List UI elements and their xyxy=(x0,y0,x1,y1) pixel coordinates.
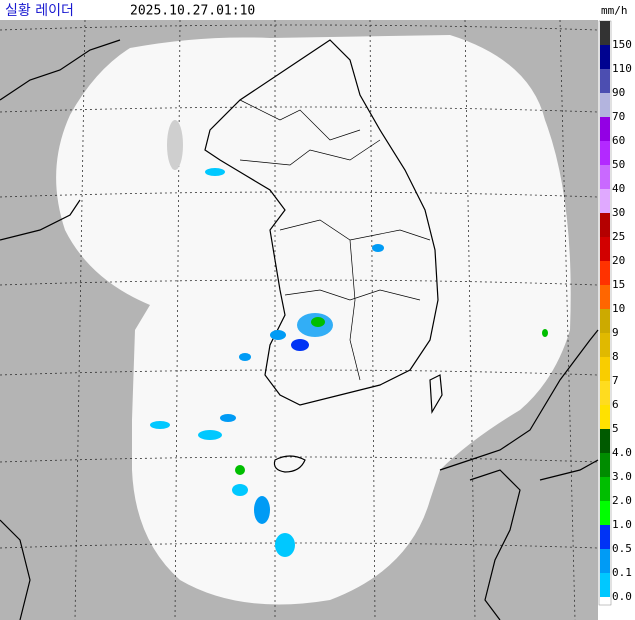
legend-swatch xyxy=(600,45,610,69)
legend: 150 110 90 70 60 50 40 30 25 20 15 10 9 8 7 6 5 4.0 3.0 2.0… xyxy=(598,20,632,606)
legend-label: 0.0 xyxy=(612,590,632,603)
legend-swatch xyxy=(600,549,610,573)
legend-swatch xyxy=(600,501,610,525)
legend-swatch xyxy=(600,477,610,501)
legend-swatch xyxy=(600,165,610,189)
legend-swatch xyxy=(600,333,610,357)
legend-label: 150 xyxy=(612,38,632,51)
timestamp: 2025.10.27.01:10 xyxy=(130,4,255,19)
map xyxy=(0,19,599,620)
legend-swatch xyxy=(600,405,610,429)
legend-swatch xyxy=(600,285,610,309)
legend-label: 20 xyxy=(612,254,625,267)
legend-swatch xyxy=(600,117,610,141)
borders xyxy=(239,99,431,381)
coastline xyxy=(0,39,599,620)
legend-swatch xyxy=(600,381,610,405)
legend-label: 8 xyxy=(612,350,619,363)
legend-label: 60 xyxy=(612,134,625,147)
legend-label: 0.1 xyxy=(612,566,632,579)
legend-swatch xyxy=(600,309,610,333)
legend-label: 90 xyxy=(612,86,625,99)
legend-swatch xyxy=(600,357,610,381)
legend-label: 9 xyxy=(612,326,619,339)
legend-label: 10 xyxy=(612,302,625,315)
legend-label: 15 xyxy=(612,278,625,291)
title: 실황 레이더 xyxy=(5,3,74,19)
legend-swatch xyxy=(600,213,610,237)
legend-swatch xyxy=(600,429,610,453)
legend-label: 30 xyxy=(612,206,625,219)
legend-swatch xyxy=(600,21,610,45)
legend-label: 1.0 xyxy=(612,518,632,531)
legend-swatch xyxy=(600,141,610,165)
legend-label: 7 xyxy=(612,374,619,387)
legend-swatch xyxy=(600,573,610,597)
legend-swatch xyxy=(600,189,610,213)
legend-label: 70 xyxy=(612,110,625,123)
legend-label: 2.0 xyxy=(612,494,632,507)
legend-swatch xyxy=(600,261,610,285)
legend-swatch xyxy=(600,453,610,477)
legend-label: 25 xyxy=(612,230,625,243)
legend-swatch xyxy=(600,525,610,549)
unit: mm/h xyxy=(601,4,628,17)
legend-swatch xyxy=(600,93,610,117)
legend-label: 3.0 xyxy=(612,470,632,483)
legend-label: 40 xyxy=(612,182,625,195)
rain-echoes xyxy=(150,120,548,557)
legend-label: 4.0 xyxy=(612,446,632,459)
legend-swatch xyxy=(600,237,610,261)
legend-swatch xyxy=(600,69,610,93)
legend-label: 110 xyxy=(612,62,632,75)
grid xyxy=(0,19,599,620)
legend-label: 5 xyxy=(612,422,619,435)
legend-label: 0.5 xyxy=(612,542,632,555)
legend-label: 6 xyxy=(612,398,619,411)
legend-label: 50 xyxy=(612,158,625,171)
